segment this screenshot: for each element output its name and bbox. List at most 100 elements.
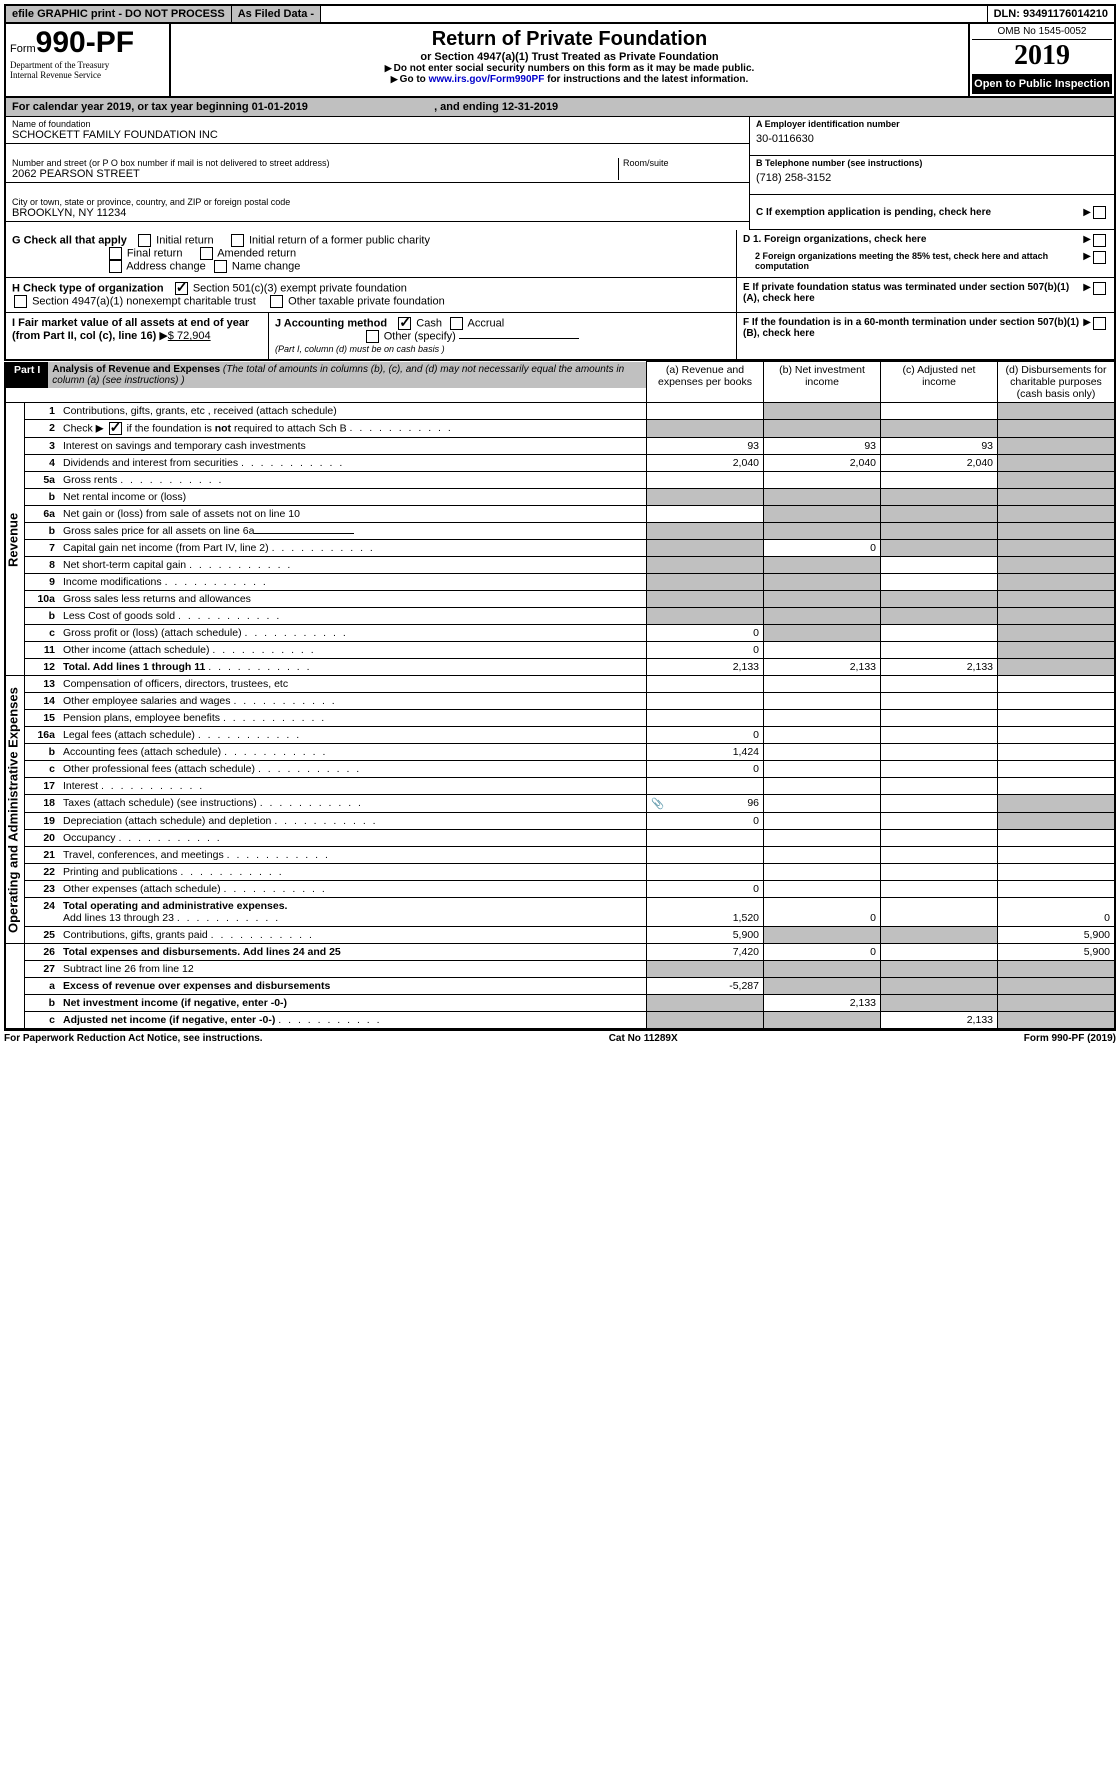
row-17: 17Interest: [5, 778, 1115, 795]
h-4947-checkbox[interactable]: [14, 295, 27, 308]
form-number-box: Form990-PF Department of the Treasury In…: [6, 24, 171, 96]
expenses-vert: Operating and Administrative Expenses: [5, 676, 25, 944]
section-c: C If exemption application is pending, c…: [750, 195, 1114, 230]
f-checkbox[interactable]: [1093, 317, 1106, 330]
i-label: I Fair market value of all assets at end…: [12, 317, 249, 342]
row-27b: bNet investment income (if negative, ent…: [5, 995, 1115, 1012]
schb-checkbox[interactable]: [109, 422, 122, 435]
row-10c: cGross profit or (loss) (attach schedule…: [5, 625, 1115, 642]
instr2: Go to www.irs.gov/Form990PF for instruct…: [175, 74, 964, 85]
h-501c3-checkbox[interactable]: [175, 282, 188, 295]
g-address-checkbox[interactable]: [109, 260, 122, 273]
g-amended-checkbox[interactable]: [200, 247, 213, 260]
g-former-checkbox[interactable]: [231, 234, 244, 247]
d1-checkbox[interactable]: [1093, 234, 1106, 247]
footer-left: For Paperwork Reduction Act Notice, see …: [4, 1033, 263, 1044]
row-6b: bGross sales price for all assets on lin…: [5, 523, 1115, 540]
asfiled-label: As Filed Data -: [232, 6, 321, 22]
irs-link[interactable]: www.irs.gov/Form990PF: [429, 74, 545, 85]
row-1: Revenue1Contributions, gifts, grants, et…: [5, 403, 1115, 420]
title-box: Return of Private Foundation or Section …: [171, 24, 968, 96]
g-name-checkbox[interactable]: [214, 260, 227, 273]
row-27a: aExcess of revenue over expenses and dis…: [5, 978, 1115, 995]
row-26: 26Total expenses and disbursements. Add …: [5, 944, 1115, 961]
year-box: OMB No 1545-0052 2019 Open to Public Ins…: [968, 24, 1114, 96]
header-row: Form990-PF Department of the Treasury In…: [4, 24, 1116, 98]
row-15: 15Pension plans, employee benefits: [5, 710, 1115, 727]
j-label: J Accounting method: [275, 317, 387, 329]
row-5a: 5aGross rents: [5, 472, 1115, 489]
row-16b: bAccounting fees (attach schedule) 1,424: [5, 744, 1115, 761]
row-8: 8Net short-term capital gain: [5, 557, 1115, 574]
city-cell: City or town, state or province, country…: [6, 195, 749, 222]
section-i-row: I Fair market value of all assets at end…: [4, 313, 1116, 361]
e-checkbox[interactable]: [1093, 282, 1106, 295]
row-16c: cOther professional fees (attach schedul…: [5, 761, 1115, 778]
d1-label: D 1. Foreign organizations, check here: [743, 234, 926, 245]
omb: OMB No 1545-0052: [972, 26, 1112, 40]
form-num: 990-PF: [36, 26, 134, 59]
row-27: 27Subtract line 26 from line 12: [5, 961, 1115, 978]
attach-icon[interactable]: 📎: [651, 797, 664, 810]
h-other-checkbox[interactable]: [270, 295, 283, 308]
row-14: 14Other employee salaries and wages: [5, 693, 1115, 710]
row-25: 25Contributions, gifts, grants paid 5,90…: [5, 927, 1115, 944]
row-12: 12Total. Add lines 1 through 11 2,1332,1…: [5, 659, 1115, 676]
row-19: 19Depreciation (attach schedule) and dep…: [5, 813, 1115, 830]
revenue-vert: Revenue: [5, 403, 25, 676]
row-9: 9Income modifications: [5, 574, 1115, 591]
row-6a: 6aNet gain or (loss) from sale of assets…: [5, 506, 1115, 523]
foundation-name-cell: Name of foundation SCHOCKETT FAMILY FOUN…: [6, 117, 749, 144]
dept1: Department of the Treasury: [10, 60, 165, 70]
row-3: 3Interest on savings and temporary cash …: [5, 438, 1115, 455]
topbar-spacer: [321, 6, 988, 22]
col-a-header: (a) Revenue and expenses per books: [647, 362, 764, 403]
row-20: 20Occupancy: [5, 830, 1115, 847]
part1-table: Part I Analysis of Revenue and Expenses …: [4, 361, 1116, 1030]
row-21: 21Travel, conferences, and meetings: [5, 847, 1115, 864]
d2-checkbox[interactable]: [1093, 251, 1106, 264]
row-4: 4Dividends and interest from securities …: [5, 455, 1115, 472]
year: 2019: [972, 40, 1112, 72]
dln: DLN: 93491176014210: [988, 6, 1114, 22]
info-row-1: Name of foundation SCHOCKETT FAMILY FOUN…: [4, 117, 1116, 156]
row-10b: bLess Cost of goods sold: [5, 608, 1115, 625]
row-11: 11Other income (attach schedule) 0: [5, 642, 1115, 659]
j-cash-checkbox[interactable]: [398, 317, 411, 330]
c-checkbox[interactable]: [1093, 206, 1106, 219]
ein-cell: A Employer identification number 30-0116…: [750, 117, 1114, 156]
info-row-2: Number and street (or P O box number if …: [4, 156, 1116, 195]
dept2: Internal Revenue Service: [10, 70, 165, 80]
section-g-row: G Check all that apply Initial return In…: [4, 230, 1116, 278]
row-23: 23Other expenses (attach schedule) 0: [5, 881, 1115, 898]
room-label: Room/suite: [618, 158, 743, 180]
row-22: 22Printing and publications: [5, 864, 1115, 881]
g-final-checkbox[interactable]: [109, 247, 122, 260]
row-16a: 16aLegal fees (attach schedule) 0: [5, 727, 1115, 744]
g-label: G Check all that apply: [12, 234, 127, 246]
i-value: $ 72,904: [168, 330, 211, 342]
col-d-header: (d) Disbursements for charitable purpose…: [998, 362, 1116, 403]
address-cell: Number and street (or P O box number if …: [6, 156, 749, 183]
phone-cell: B Telephone number (see instructions) (7…: [750, 156, 1114, 195]
row-2: 2Check ▶ if the foundation is not requir…: [5, 420, 1115, 438]
row-18: 18Taxes (attach schedule) (see instructi…: [5, 795, 1115, 813]
row-10a: 10aGross sales less returns and allowanc…: [5, 591, 1115, 608]
part1-desc: Analysis of Revenue and Expenses (The to…: [48, 362, 646, 388]
row-24: 24Total operating and administrative exp…: [5, 898, 1115, 927]
g-initial-checkbox[interactable]: [138, 234, 151, 247]
footer-mid: Cat No 11289X: [609, 1033, 678, 1044]
info-row-3: City or town, state or province, country…: [4, 195, 1116, 230]
e-label: E If private foundation status was termi…: [743, 282, 1069, 304]
instr1: Do not enter social security numbers on …: [175, 63, 964, 74]
col-b-header: (b) Net investment income: [764, 362, 881, 403]
j-accrual-checkbox[interactable]: [450, 317, 463, 330]
row-13: Operating and Administrative Expenses13C…: [5, 676, 1115, 693]
col-c-header: (c) Adjusted net income: [881, 362, 998, 403]
form-word: Form: [10, 43, 36, 55]
footer-right: Form 990-PF (2019): [1024, 1033, 1116, 1044]
row-5b: bNet rental income or (loss): [5, 489, 1115, 506]
calendar-year-row: For calendar year 2019, or tax year begi…: [4, 98, 1116, 117]
j-note: (Part I, column (d) must be on cash basi…: [275, 344, 445, 354]
j-other-checkbox[interactable]: [366, 330, 379, 343]
